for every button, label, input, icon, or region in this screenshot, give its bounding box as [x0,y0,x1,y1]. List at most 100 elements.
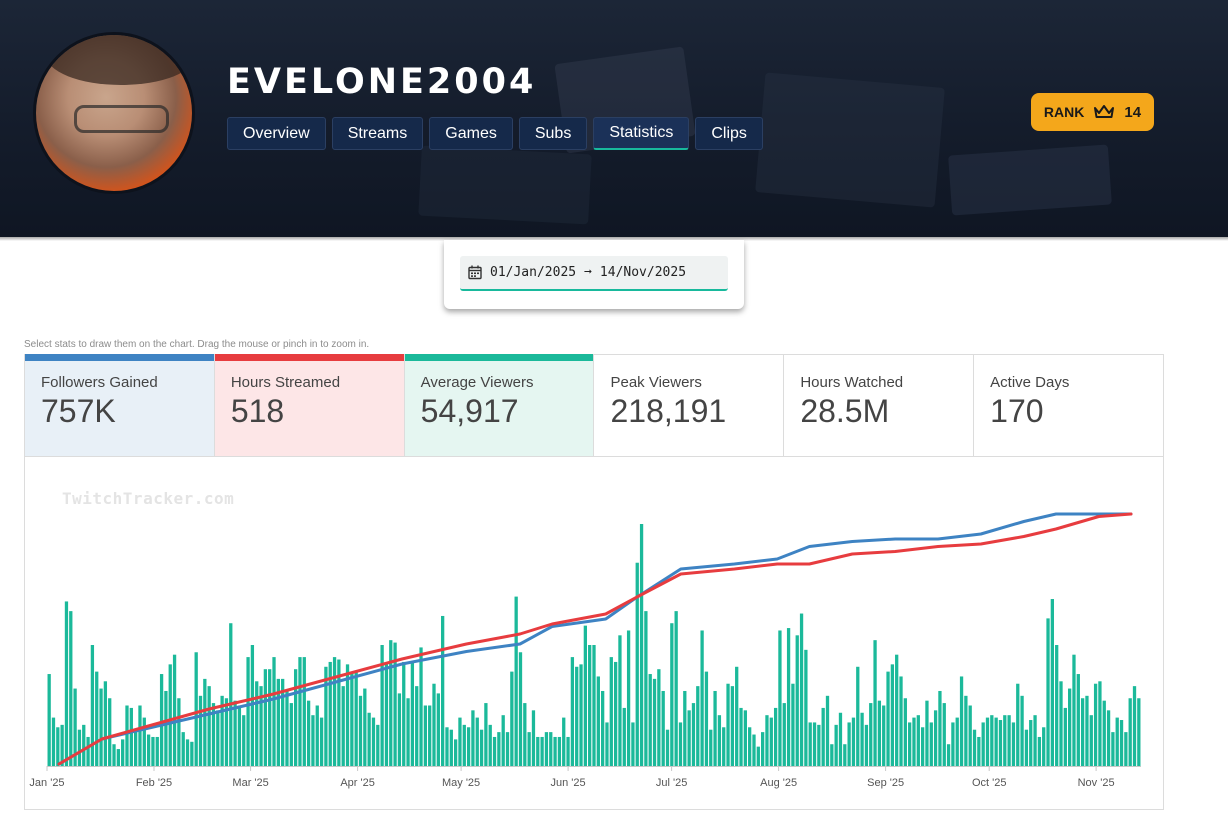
banner-decoration [418,145,592,225]
bar-average-viewers [536,736,540,766]
stat-card-average-viewers[interactable]: Average Viewers 54,917 [404,354,595,456]
bar-average-viewers [1072,654,1076,766]
bar-average-viewers [60,724,64,766]
bar-average-viewers [423,705,428,766]
bar-average-viewers [69,611,73,766]
bar-average-viewers [713,690,717,766]
channel-banner: EVELONE2004 Overview Streams Games Subs … [0,0,1228,237]
tab-overview[interactable]: Overview [227,117,326,150]
bar-average-viewers [389,640,393,766]
bar-average-viewers [224,698,229,766]
bar-average-viewers [246,657,250,766]
bar-average-viewers [661,690,665,766]
bar-average-viewers [856,666,860,766]
x-tick-label: May '25 [442,777,480,789]
bar-average-viewers [674,611,678,766]
tab-clips[interactable]: Clips [695,117,763,150]
stat-label: Average Viewers [420,374,534,391]
bar-average-viewers [518,652,523,766]
bar-average-viewers [977,736,981,766]
stat-card-peak-viewers[interactable]: Peak Viewers 218,191 [594,355,785,456]
bar-average-viewers [501,715,505,766]
bar-average-viewers [471,710,475,766]
bar-average-viewers [1007,715,1011,766]
stat-card-active-days[interactable]: Active Days 170 [974,355,1163,456]
bar-average-viewers [324,666,328,766]
stat-label: Hours Streamed [230,374,341,391]
bar-average-viewers [609,657,613,766]
bar-average-viewers [644,611,648,766]
rank-badge[interactable]: RANK 14 [1031,93,1154,131]
bar-average-viewers [172,654,177,766]
stat-color-bar [214,354,404,361]
stat-card-hours-watched[interactable]: Hours Watched 28.5M [784,355,975,456]
bar-average-viewers [462,724,466,766]
date-range-picker[interactable]: 01/Jan/2025 ➞ 14/Nov/2025 [460,256,728,291]
bar-average-viewers [380,645,384,766]
bar-average-viewers [47,674,51,766]
stat-value: 218,191 [610,393,727,429]
tab-statistics[interactable]: Statistics [593,117,690,150]
bar-average-viewers [1003,715,1007,766]
bar-average-viewers [103,681,108,766]
bar-average-viewers [544,732,549,766]
bar-average-viewers [272,657,276,766]
bar-average-viewers [886,671,890,766]
bar-average-viewers [929,722,933,766]
bar-average-viewers [575,666,579,766]
calendar-icon [468,265,482,280]
bar-average-viewers [562,717,566,766]
bar-average-viewers [337,659,341,766]
bar-average-viewers [665,729,670,766]
bar-average-viewers [799,613,804,766]
bar-average-viewers [566,736,570,766]
bar-average-viewers [428,705,432,766]
stat-value: 757K [41,393,116,429]
bar-average-viewers [817,724,821,766]
bar-average-viewers [626,630,631,766]
bar-average-viewers [877,700,882,766]
bar-average-viewers [402,661,406,766]
bar-average-viewers [363,688,367,766]
avatar[interactable] [33,32,195,194]
stat-card-followers-gained[interactable]: Followers Gained 757K [25,354,215,456]
stat-card-hours-streamed[interactable]: Hours Streamed 518 [214,354,405,456]
bar-average-viewers [510,671,514,766]
stat-label: Active Days [990,374,1070,391]
bar-average-viewers [1119,720,1124,766]
stat-label: Peak Viewers [610,374,702,391]
tab-games[interactable]: Games [429,117,513,150]
bar-average-viewers [466,727,471,766]
bar-average-viewers [752,734,756,766]
bar-average-viewers [99,688,103,766]
bar-average-viewers [151,736,155,766]
rank-label: RANK [1043,104,1085,120]
bar-average-viewers [73,688,77,766]
bar-average-viewers [1128,698,1132,766]
bar-average-viewers [233,700,237,766]
bar-average-viewers [834,724,838,766]
bar-average-viewers [570,657,575,766]
stat-value: 28.5M [800,393,890,429]
bar-average-viewers [765,715,769,766]
bar-average-viewers [1037,736,1042,766]
bar-average-viewers [635,562,639,766]
tab-streams[interactable]: Streams [331,117,424,150]
bar-average-viewers [981,722,985,766]
bar-average-viewers [203,678,207,766]
bar-average-viewers [1098,681,1102,766]
bar-average-viewers [112,744,116,766]
bar-average-viewers [142,717,146,766]
chart-canvas[interactable]: Jan '25 Feb '25 Mar '25 Apr '25 May '25 Jun '… [25,456,1165,810]
stats-chart[interactable]: TwitchTracker.com Jan '25 Feb '25 Mar '25 A… [24,456,1164,810]
bar-average-viewers [972,729,977,766]
bar-average-viewers [207,686,211,766]
bar-average-viewers [709,729,713,766]
bar-average-viewers [812,722,817,766]
bar-average-viewers [596,676,600,766]
bar-average-viewers [285,690,289,766]
bar-average-viewers [994,717,998,766]
bar-average-viewers [86,736,90,766]
bar-average-viewers [778,630,782,766]
tab-subs[interactable]: Subs [518,117,588,150]
